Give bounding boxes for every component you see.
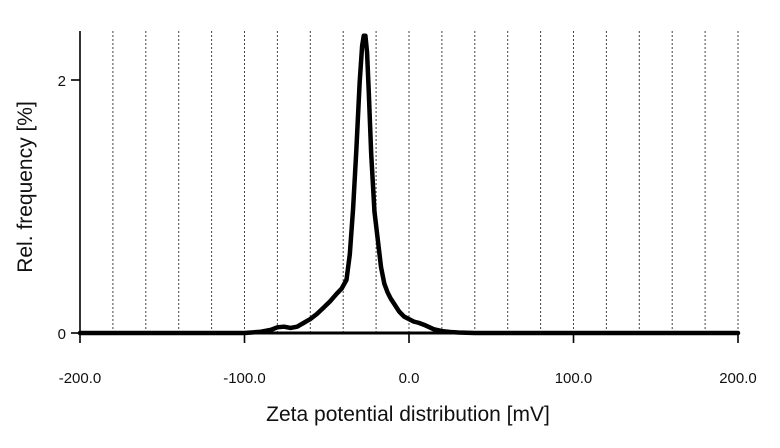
x-tick-label: 200.0: [719, 370, 757, 387]
grid-lines: [112, 31, 739, 333]
x-tick-label: -100.0: [223, 370, 266, 387]
y-tick-label: 2: [58, 73, 66, 90]
tick-labels: -200.0 -100.0 0.0 100.0 200.0 0 2: [58, 73, 757, 387]
y-axis-title: Rel. frequency [%]: [14, 101, 37, 273]
x-tick-label: -200.0: [59, 370, 102, 387]
x-tick-label: 0.0: [399, 370, 420, 387]
distribution-line: [77, 33, 741, 336]
x-axis-title: Zeta potential distribution [mV]: [266, 403, 550, 426]
x-tick-label: 100.0: [555, 370, 593, 387]
series-layer: [77, 33, 741, 336]
y-tick-label: 0: [58, 326, 66, 343]
axes: [71, 31, 739, 343]
